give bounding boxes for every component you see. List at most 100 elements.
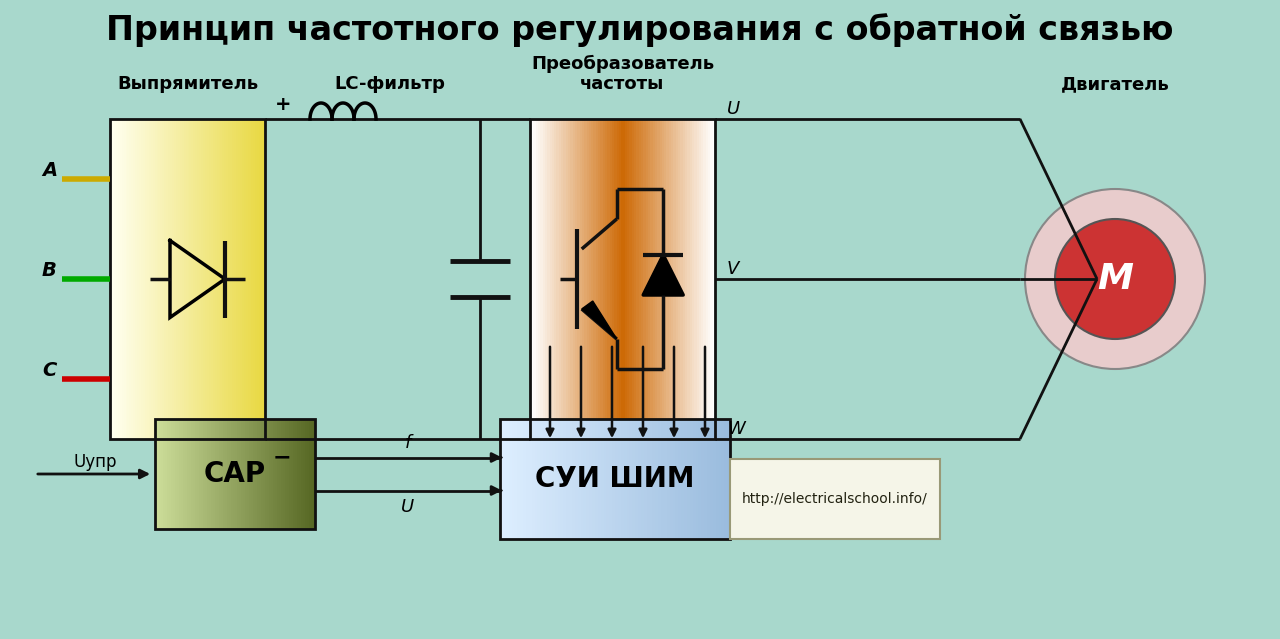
Bar: [114, 119, 116, 439]
Bar: [636, 119, 640, 439]
Bar: [584, 119, 586, 439]
Bar: [718, 419, 722, 539]
Bar: [641, 419, 644, 539]
Bar: [182, 119, 184, 439]
Bar: [110, 119, 113, 439]
Bar: [168, 119, 170, 439]
Text: Uупр: Uупр: [73, 453, 116, 471]
Bar: [207, 119, 210, 439]
Bar: [687, 119, 691, 439]
Bar: [655, 419, 659, 539]
Bar: [659, 119, 663, 439]
Bar: [242, 119, 244, 439]
Bar: [262, 419, 265, 529]
Bar: [558, 119, 561, 439]
Bar: [234, 119, 237, 439]
Bar: [630, 419, 632, 539]
Bar: [705, 119, 709, 439]
Bar: [283, 419, 285, 529]
Bar: [301, 419, 303, 529]
Bar: [282, 419, 283, 529]
Bar: [585, 119, 589, 439]
Bar: [653, 119, 655, 439]
Bar: [531, 419, 535, 539]
Bar: [644, 419, 648, 539]
Bar: [575, 419, 579, 539]
Bar: [140, 119, 142, 439]
Bar: [609, 419, 613, 539]
Polygon shape: [644, 255, 684, 295]
Bar: [192, 119, 193, 439]
Bar: [694, 119, 698, 439]
Bar: [232, 119, 234, 439]
Bar: [595, 119, 598, 439]
Bar: [682, 119, 686, 439]
Bar: [143, 119, 146, 439]
Bar: [269, 419, 271, 529]
Bar: [187, 419, 189, 529]
Bar: [261, 119, 264, 439]
Bar: [271, 419, 274, 529]
Bar: [547, 119, 549, 439]
Bar: [637, 419, 641, 539]
Bar: [120, 119, 122, 439]
Bar: [635, 419, 639, 539]
Bar: [657, 119, 660, 439]
Bar: [186, 419, 187, 529]
Bar: [228, 119, 230, 439]
Bar: [616, 119, 618, 439]
Bar: [169, 419, 172, 529]
Bar: [259, 119, 261, 439]
Bar: [503, 419, 507, 539]
Text: http://electricalschool.info/: http://electricalschool.info/: [742, 492, 928, 506]
Bar: [530, 119, 716, 439]
Bar: [172, 119, 174, 439]
Text: В: В: [42, 261, 56, 281]
Bar: [180, 419, 183, 529]
Bar: [246, 119, 248, 439]
Bar: [508, 419, 512, 539]
Bar: [539, 119, 543, 439]
Bar: [314, 419, 315, 529]
Bar: [255, 419, 257, 529]
Bar: [172, 419, 174, 529]
Bar: [179, 119, 182, 439]
Bar: [586, 419, 590, 539]
Bar: [236, 419, 238, 529]
Bar: [155, 119, 157, 439]
Bar: [237, 419, 239, 529]
Bar: [308, 419, 311, 529]
Bar: [704, 119, 707, 439]
Bar: [243, 419, 246, 529]
Bar: [584, 419, 586, 539]
Bar: [178, 119, 180, 439]
Bar: [307, 419, 310, 529]
Text: А: А: [42, 162, 58, 180]
Bar: [506, 419, 509, 539]
Bar: [645, 119, 649, 439]
Bar: [174, 119, 177, 439]
Bar: [596, 119, 600, 439]
Bar: [293, 419, 296, 529]
Bar: [573, 119, 577, 439]
Bar: [125, 119, 128, 439]
Bar: [205, 419, 207, 529]
Bar: [193, 119, 196, 439]
Bar: [646, 419, 650, 539]
Circle shape: [1025, 189, 1204, 369]
Bar: [678, 419, 682, 539]
Bar: [515, 419, 517, 539]
Bar: [276, 419, 279, 529]
Bar: [145, 119, 147, 439]
Bar: [566, 419, 570, 539]
Bar: [687, 419, 690, 539]
Bar: [186, 119, 188, 439]
Bar: [630, 119, 632, 439]
Bar: [177, 419, 179, 529]
Bar: [233, 419, 236, 529]
Bar: [225, 419, 228, 529]
Bar: [623, 419, 627, 539]
Bar: [220, 119, 223, 439]
Bar: [300, 419, 302, 529]
Bar: [166, 119, 169, 439]
